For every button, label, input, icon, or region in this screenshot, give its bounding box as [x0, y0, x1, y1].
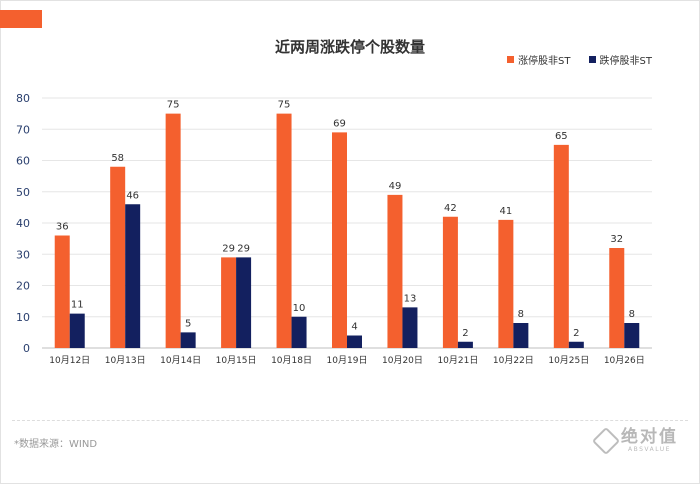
footer-divider	[12, 420, 688, 421]
bar-limit-up	[387, 194, 403, 348]
bar-chart: 01020304050607080361110月12日584610月13日755…	[16, 92, 652, 366]
bar-limit-down	[513, 323, 529, 348]
legend-label-limit-up: 涨停股非ST	[518, 56, 571, 67]
bar-limit-up	[609, 248, 625, 348]
data-label: 49	[389, 181, 402, 192]
logo-subtitle: ABSVALUE	[628, 446, 671, 453]
data-label: 58	[111, 153, 124, 164]
legend-label-limit-down: 跌停股非ST	[599, 56, 652, 67]
bar-limit-up	[276, 113, 292, 348]
bar-limit-up	[332, 132, 347, 348]
bar-limit-down	[568, 341, 584, 348]
data-label: 75	[278, 100, 291, 111]
accent-bar	[0, 10, 42, 28]
x-tick-label: 10月20日	[382, 355, 423, 366]
data-label: 2	[573, 328, 579, 339]
data-label: 65	[555, 131, 568, 142]
x-tick-label: 10月25日	[548, 355, 589, 366]
data-label: 46	[126, 190, 139, 201]
logo-icon	[591, 426, 621, 455]
data-label: 10	[293, 303, 306, 314]
x-tick-label: 10月13日	[105, 355, 146, 366]
x-tick-label: 10月15日	[216, 355, 257, 366]
data-label: 8	[518, 309, 524, 320]
legend-swatch-limit-down	[588, 56, 596, 63]
bar-limit-down	[236, 257, 252, 348]
y-tick-label: 0	[23, 342, 30, 355]
y-tick-label: 70	[16, 123, 30, 136]
bar-limit-up	[221, 257, 237, 348]
logo-name: 绝对值	[621, 427, 678, 447]
bar-limit-down	[69, 313, 85, 348]
bar-limit-up	[498, 219, 514, 348]
bar-limit-down	[457, 341, 473, 348]
data-label: 5	[185, 318, 191, 329]
data-label: 69	[333, 118, 346, 129]
y-tick-label: 60	[16, 155, 30, 168]
data-label: 29	[237, 243, 250, 254]
bar-limit-up	[553, 144, 569, 348]
legend-item-limit-down: 跌停股非ST	[588, 52, 652, 67]
chart-title: 近两周涨跌停个股数量	[274, 38, 425, 56]
x-tick-label: 10月26日	[604, 355, 645, 366]
bar-limit-up	[54, 235, 70, 348]
data-label: 13	[404, 293, 417, 304]
y-tick-label: 30	[16, 248, 30, 261]
data-label: 8	[629, 309, 635, 320]
legend: 涨停股非ST 跌停股非ST	[507, 52, 652, 67]
y-tick-label: 40	[16, 217, 30, 230]
data-label: 29	[222, 243, 235, 254]
x-tick-label: 10月18日	[271, 355, 312, 366]
x-tick-label: 10月19日	[327, 355, 368, 366]
data-label: 11	[71, 300, 84, 311]
bar-limit-down	[291, 316, 307, 348]
bar-limit-up	[110, 166, 126, 348]
bar-limit-down	[624, 323, 640, 348]
bar-limit-down	[347, 335, 362, 348]
data-label: 75	[167, 100, 180, 111]
x-tick-label: 10月21日	[437, 355, 478, 366]
legend-swatch-limit-up	[507, 56, 515, 63]
data-label: 2	[462, 328, 468, 339]
bar-limit-down	[180, 332, 196, 348]
y-tick-label: 20	[16, 280, 30, 293]
data-label: 32	[610, 234, 623, 245]
data-label: 41	[499, 206, 512, 217]
logo: 绝对值 ABSVALUE	[591, 426, 678, 455]
bar-limit-up	[165, 113, 181, 348]
x-tick-label: 10月12日	[49, 355, 90, 366]
data-label: 4	[351, 322, 357, 333]
x-tick-label: 10月22日	[493, 355, 534, 366]
data-source: *数据来源：WIND	[14, 439, 98, 450]
x-tick-label: 10月14日	[160, 355, 201, 366]
bar-limit-up	[442, 216, 458, 348]
data-label: 42	[444, 203, 457, 214]
data-label: 36	[56, 222, 69, 233]
bar-limit-down	[125, 204, 141, 348]
y-tick-label: 10	[16, 311, 30, 324]
y-tick-label: 50	[16, 186, 30, 199]
y-tick-label: 80	[16, 92, 30, 105]
legend-item-limit-up: 涨停股非ST	[507, 52, 571, 67]
bar-limit-down	[402, 307, 418, 348]
